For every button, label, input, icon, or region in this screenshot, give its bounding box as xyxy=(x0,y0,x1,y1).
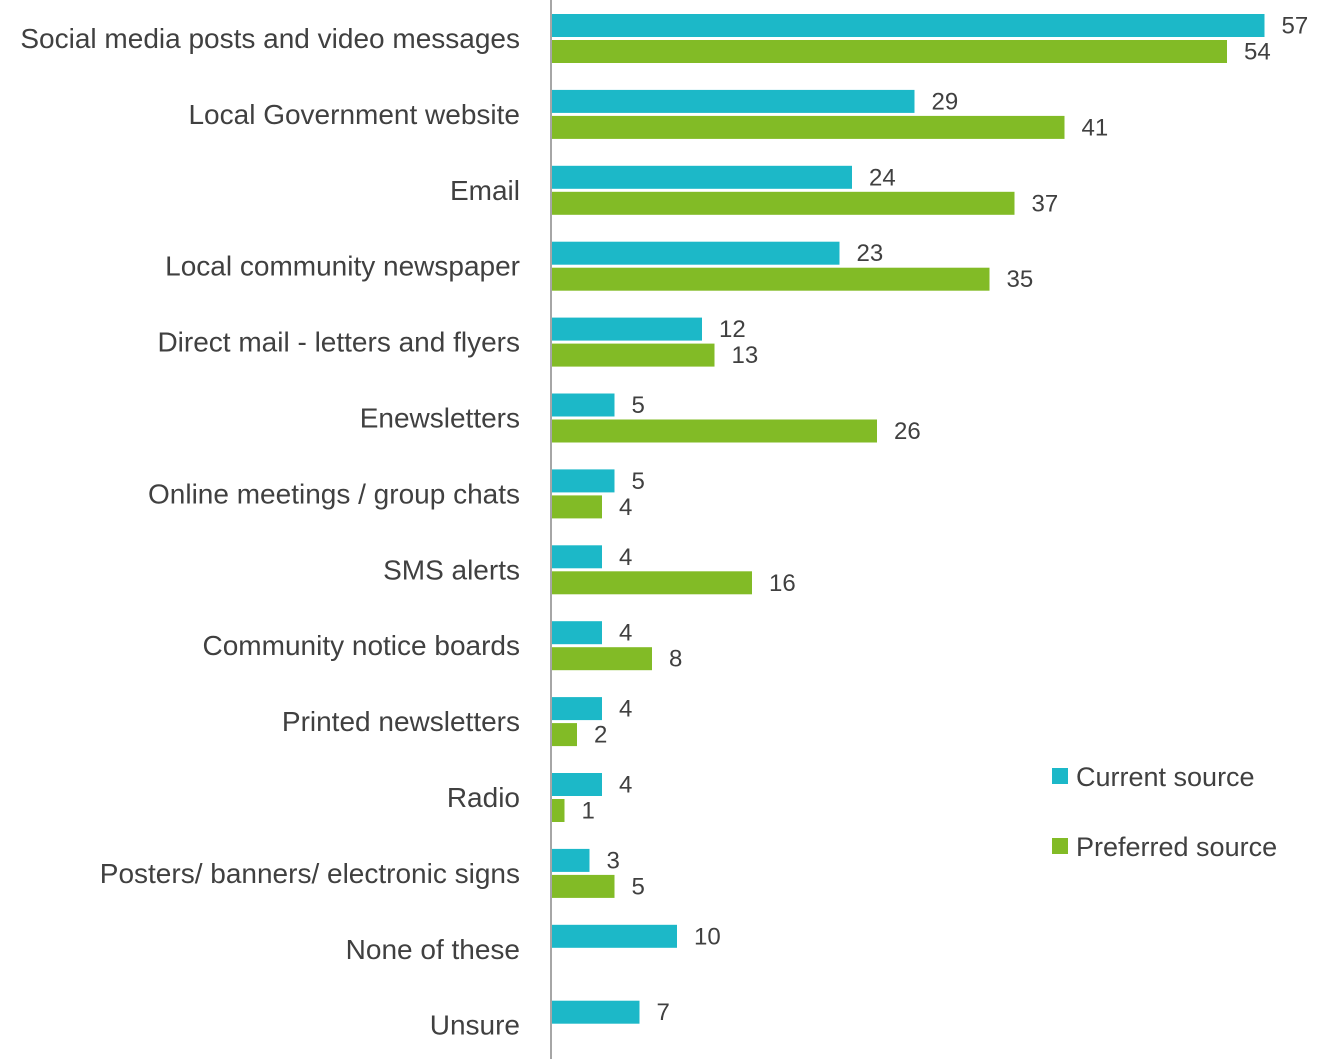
bar-current-source xyxy=(552,1000,640,1024)
category-labels-layer: Social media posts and video messages Loc… xyxy=(20,23,520,1041)
data-label: 54 xyxy=(1244,39,1271,66)
bar-preferred-source xyxy=(552,495,602,519)
data-label: 35 xyxy=(1007,266,1034,293)
category-label: Local community newspaper xyxy=(165,251,520,282)
bar-preferred-source xyxy=(552,191,1015,215)
data-label: 5 xyxy=(632,873,645,900)
data-label: 16 xyxy=(769,570,796,597)
data-label: 23 xyxy=(857,240,884,267)
bar-current-source xyxy=(552,469,615,493)
category-label: Radio xyxy=(447,782,520,813)
category-label: Community notice boards xyxy=(203,630,520,661)
bar-current-source xyxy=(552,393,615,417)
category-label: Printed newsletters xyxy=(282,706,520,737)
bar-current-source xyxy=(552,545,602,569)
bar-preferred-source xyxy=(552,267,990,291)
bar-current-source xyxy=(552,621,602,645)
data-label: 4 xyxy=(619,620,632,647)
data-label: 2 xyxy=(594,722,607,749)
category-label: None of these xyxy=(346,934,520,965)
data-label: 41 xyxy=(1082,114,1109,141)
bar-preferred-source xyxy=(552,799,565,822)
data-label: 4 xyxy=(619,696,632,723)
data-label: 8 xyxy=(669,646,682,673)
data-label: 57 xyxy=(1282,13,1309,40)
data-label: 26 xyxy=(894,418,921,445)
bar-current-source xyxy=(552,14,1265,37)
bar-preferred-source xyxy=(552,571,752,595)
bar-preferred-source xyxy=(552,723,577,747)
data-label: 37 xyxy=(1032,190,1059,217)
bar-current-source xyxy=(552,165,852,189)
data-label: 4 xyxy=(619,772,632,799)
data-label: 5 xyxy=(632,392,645,419)
data-label: 7 xyxy=(657,999,670,1026)
legend: Current source Preferred source xyxy=(1052,762,1277,862)
bar-current-source xyxy=(552,924,677,948)
bars-layer xyxy=(552,14,1265,1024)
data-label: 13 xyxy=(732,342,759,369)
category-label: Social media posts and video messages xyxy=(20,23,520,54)
data-label: 24 xyxy=(869,164,896,191)
bar-preferred-source xyxy=(552,874,615,898)
bar-current-source xyxy=(552,848,590,872)
bar-current-source xyxy=(552,89,915,113)
data-label: 5 xyxy=(632,468,645,495)
bar-current-source xyxy=(552,697,602,721)
data-label: 4 xyxy=(619,544,632,571)
data-label: 10 xyxy=(694,923,721,950)
legend-swatch-current-source xyxy=(1052,768,1068,784)
category-label: Unsure xyxy=(430,1010,520,1041)
bar-preferred-source xyxy=(552,647,652,671)
data-label: 12 xyxy=(719,316,746,343)
data-label: 29 xyxy=(932,88,959,115)
legend-swatch-preferred-source xyxy=(1052,838,1068,854)
legend-label-preferred-source: Preferred source xyxy=(1076,832,1277,862)
bar-preferred-source xyxy=(552,419,877,443)
legend-label-current-source: Current source xyxy=(1076,762,1255,792)
category-label: Direct mail - letters and flyers xyxy=(157,327,520,358)
data-label: 3 xyxy=(607,847,620,874)
category-label: SMS alerts xyxy=(383,554,520,585)
bar-current-source xyxy=(552,317,702,341)
bar-preferred-source xyxy=(552,115,1065,139)
category-label: Local Government website xyxy=(188,99,520,130)
bar-current-source xyxy=(552,773,602,796)
data-label: 4 xyxy=(619,494,632,521)
bar-current-source xyxy=(552,241,840,265)
category-label: Online meetings / group chats xyxy=(148,478,520,509)
bar-preferred-source xyxy=(552,343,715,367)
data-label: 1 xyxy=(582,798,595,825)
category-label: Enewsletters xyxy=(360,403,520,434)
category-label: Posters/ banners/ electronic signs xyxy=(100,858,520,889)
category-label: Email xyxy=(450,175,520,206)
bar-preferred-source xyxy=(552,40,1227,63)
